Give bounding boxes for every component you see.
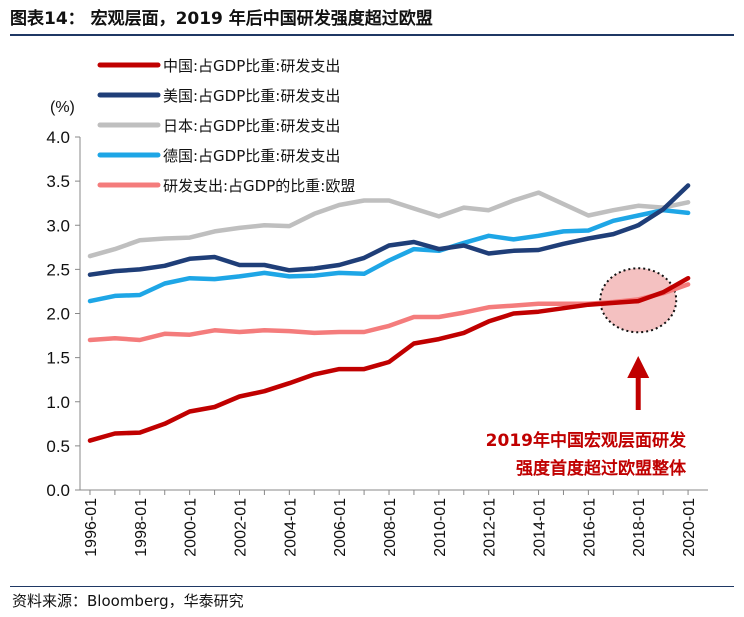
x-tick-label: 2018-01 (631, 498, 648, 557)
annotation-arrow-head (627, 356, 650, 378)
annotation-line-2: 强度首度超过欧盟整体 (516, 458, 687, 479)
series-line (87, 190, 691, 259)
x-tick-label: 2020-01 (681, 498, 698, 557)
annotation-group: 2019年中国宏观层面研发 强度首度超过欧盟整体 (486, 356, 687, 479)
y-axis: 0.0 0.5 1.0 1.5 2.0 2.5 3.0 3.5 4.0 (46, 128, 81, 500)
y-tick-label: 0.0 (46, 481, 70, 500)
source-note: 资料来源：Bloomberg，华泰研究 (12, 592, 244, 610)
title-divider (10, 34, 734, 36)
legend-label: 美国:占GDP比重:研发支出 (163, 87, 340, 105)
series-line (87, 282, 691, 343)
x-tick-label: 2006-01 (332, 498, 349, 557)
x-tick-label: 2014-01 (532, 498, 549, 557)
y-tick-label: 2.0 (46, 305, 70, 324)
legend-label: 中国:占GDP比重:研发支出 (163, 57, 340, 75)
page-title: 图表14： 宏观层面，2019 年后中国研发强度超过欧盟 (10, 9, 433, 29)
y-tick-label: 1.0 (46, 393, 70, 412)
y-tick-label: 3.0 (46, 216, 70, 235)
legend-label: 德国:占GDP比重:研发支出 (163, 147, 340, 165)
legend-label: 研发支出:占GDP的比重:欧盟 (163, 177, 355, 195)
x-tick-label: 1998-01 (133, 498, 150, 557)
x-tick-label: 2004-01 (282, 498, 299, 557)
y-tick-label: 3.5 (46, 172, 70, 191)
y-tick-label: 0.5 (46, 437, 70, 456)
x-tick-label: 2008-01 (382, 498, 399, 557)
y-tick-label: 4.0 (46, 128, 70, 147)
x-tick-label: 2000-01 (183, 498, 200, 557)
legend-label: 日本:占GDP比重:研发支出 (163, 117, 340, 135)
series-line (87, 275, 691, 443)
x-tick-label: 2010-01 (432, 498, 449, 557)
x-axis: 1996-01 1998-01 2000-01 2002-01 2004-01 2006-… (80, 489, 708, 557)
x-tick-label: 2002-01 (232, 498, 249, 557)
legend: 中国:占GDP比重:研发支出美国:占GDP比重:研发支出日本:占GDP比重:研发… (97, 57, 355, 195)
rd-intensity-line-chart: 中国:占GDP比重:研发支出美国:占GDP比重:研发支出日本:占GDP比重:研发… (46, 57, 708, 557)
y-axis-unit-label: (%) (50, 99, 75, 116)
series-line (87, 207, 691, 304)
x-tick-label: 2016-01 (581, 498, 598, 557)
series-line (87, 183, 691, 277)
x-tick-label: 2012-01 (482, 498, 499, 557)
x-tick-label: 1996-01 (83, 498, 100, 557)
y-tick-label: 1.5 (46, 349, 70, 368)
annotation-line-1: 2019年中国宏观层面研发 (486, 430, 687, 451)
y-tick-label: 2.5 (46, 260, 70, 279)
source-divider (10, 586, 734, 587)
series-group (87, 183, 691, 443)
